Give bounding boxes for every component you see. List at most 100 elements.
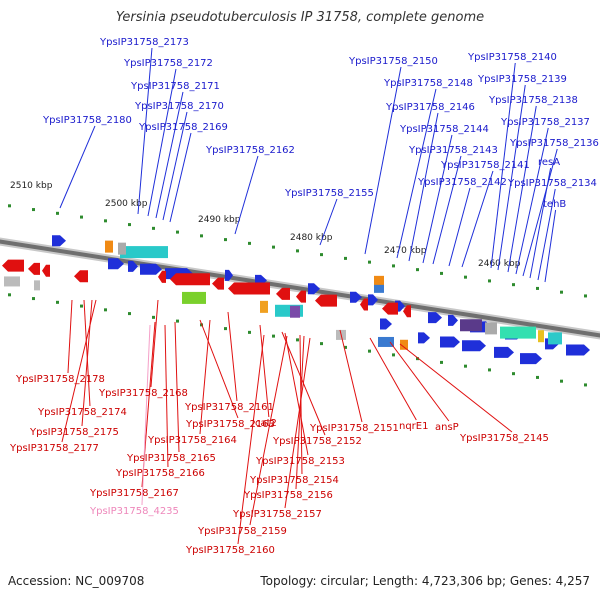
- gene-arrow[interactable]: [2, 259, 24, 272]
- gene-arrow[interactable]: [128, 260, 138, 272]
- gene-label-ypsip31758_2170[interactable]: YpsIP31758_2170: [134, 101, 224, 112]
- gene-label-ypsip31758_2145[interactable]: YpsIP31758_2145: [459, 433, 549, 444]
- scale-tick: [488, 279, 491, 283]
- gene-features[interactable]: [2, 235, 590, 365]
- gene-label-ypsip31758_2174[interactable]: YpsIP31758_2174: [37, 407, 127, 418]
- gene-label-tehb[interactable]: tehB: [543, 199, 566, 210]
- gene-arrow[interactable]: [566, 344, 590, 356]
- gene-label-ypsip31758_2166[interactable]: YpsIP31758_2166: [115, 468, 205, 479]
- gene-arrow[interactable]: [276, 287, 290, 300]
- gene-label-ypsip31758_2157[interactable]: YpsIP31758_2157: [232, 509, 322, 520]
- gene-annotation-box: [105, 240, 113, 253]
- gene-label-ypsip31758_2175[interactable]: YpsIP31758_2175: [29, 427, 119, 438]
- gene-label-ypsip31758_2163[interactable]: YpsIP31758_2163: [185, 419, 275, 430]
- gene-label-ypsip31758_2139[interactable]: YpsIP31758_2139: [477, 74, 567, 85]
- gene-label-ypsip31758_2169[interactable]: YpsIP31758_2169: [138, 122, 228, 133]
- gene-arrow[interactable]: [403, 305, 411, 318]
- gene-label-ypsip31758_2151[interactable]: YpsIP31758_2151: [309, 423, 399, 434]
- gene-label-ypsip31758_2172[interactable]: YpsIP31758_2172: [123, 58, 213, 69]
- gene-label-ypsip31758_2150[interactable]: YpsIP31758_2150: [348, 56, 438, 67]
- gene-arrow[interactable]: [462, 340, 486, 352]
- gene-arrow[interactable]: [28, 262, 40, 275]
- leader-line: [537, 188, 556, 281]
- gene-label-ypsip31758_2152[interactable]: YpsIP31758_2152: [272, 436, 362, 447]
- gene-label-ypsip31758_4235[interactable]: YpsIP31758_4235: [89, 506, 179, 517]
- gene-arrow[interactable]: [350, 291, 362, 303]
- leader-line: [174, 321, 180, 453]
- gene-label-ypsip31758_2154[interactable]: YpsIP31758_2154: [249, 475, 339, 486]
- gene-label-ypsip31758_2146[interactable]: YpsIP31758_2146: [385, 102, 475, 113]
- gene-label-ypsip31758_2140[interactable]: YpsIP31758_2140: [467, 52, 557, 63]
- gene-arrow[interactable]: [228, 282, 270, 295]
- gene-label-ypsip31758_2177[interactable]: YpsIP31758_2177: [9, 443, 99, 454]
- leader-line: [497, 84, 526, 271]
- gene-arrow[interactable]: [74, 270, 88, 283]
- gene-arrow[interactable]: [520, 353, 542, 365]
- gene-arrow[interactable]: [315, 294, 337, 307]
- gene-label-ypsip31758_2136[interactable]: YpsIP31758_2136: [509, 138, 599, 149]
- gene-label-ypsip31758_2134[interactable]: YpsIP31758_2134: [507, 178, 597, 189]
- gene-label-ypsip31758_2161[interactable]: YpsIP31758_2161: [184, 402, 274, 413]
- gene-label-ypsip31758_2164[interactable]: YpsIP31758_2164: [147, 435, 237, 446]
- gene-arrow[interactable]: [158, 270, 166, 283]
- gene-label-ypsip31758_2173[interactable]: YpsIP31758_2173: [99, 37, 189, 48]
- gene-label-ypsip31758_2168[interactable]: YpsIP31758_2168: [98, 388, 188, 399]
- gene-label-ansp[interactable]: ansP: [435, 422, 459, 433]
- gene-label-ypsip31758_2143[interactable]: YpsIP31758_2143: [408, 145, 498, 156]
- gene-arrow[interactable]: [440, 336, 460, 348]
- gene-label-cat2[interactable]: cat2: [255, 418, 277, 429]
- gene-label-ypsip31758_2160[interactable]: YpsIP31758_2160: [185, 545, 275, 556]
- gene-label-ypsip31758_2142[interactable]: YpsIP31758_2142: [417, 177, 507, 188]
- gene-arrow[interactable]: [418, 332, 430, 344]
- gene-arrow[interactable]: [380, 318, 392, 330]
- scale-tick: [296, 249, 299, 253]
- gene-arrow[interactable]: [382, 302, 398, 315]
- gene-arrow[interactable]: [296, 290, 306, 303]
- gene-label-ypsip31758_2159[interactable]: YpsIP31758_2159: [197, 526, 287, 537]
- gene-label-ypsip31758_2165[interactable]: YpsIP31758_2165: [126, 453, 216, 464]
- scale-tick: [104, 308, 107, 312]
- gene-arrow[interactable]: [108, 258, 124, 270]
- scale-tick: [152, 226, 155, 230]
- gene-label-ypsip31758_2144[interactable]: YpsIP31758_2144: [399, 124, 489, 135]
- gene-labels[interactable]: YpsIP31758_2173 YpsIP31758_2172 YpsIP31758…: [9, 37, 599, 556]
- gene-label-ypsip31758_2138[interactable]: YpsIP31758_2138: [488, 95, 578, 106]
- gene-label-ypsip31758_2153[interactable]: YpsIP31758_2153: [255, 456, 345, 467]
- gene-label-ypsip31758_2156[interactable]: YpsIP31758_2156: [243, 490, 333, 501]
- gene-arrow[interactable]: [494, 346, 514, 358]
- scale-tick: [560, 379, 563, 383]
- gene-label-ypsip31758_2180[interactable]: YpsIP31758_2180: [42, 115, 132, 126]
- gene-arrow[interactable]: [428, 312, 442, 324]
- gene-label-ypsip31758_2141[interactable]: YpsIP31758_2141: [440, 160, 530, 171]
- gene-arrow[interactable]: [368, 294, 378, 306]
- gene-label-nqre1[interactable]: nqrE1: [399, 421, 428, 432]
- gene-arrow[interactable]: [448, 314, 458, 326]
- gene-label-ypsip31758_2171[interactable]: YpsIP31758_2171: [130, 81, 220, 92]
- scale-tick: [368, 349, 371, 353]
- gene-arrow[interactable]: [212, 277, 224, 290]
- gene-label-ypsip31758_2148[interactable]: YpsIP31758_2148: [383, 78, 473, 89]
- scale-tick: [248, 241, 251, 245]
- gene-arrow[interactable]: [308, 283, 320, 295]
- scale-tick: [248, 330, 251, 334]
- backbone: [0, 237, 600, 340]
- gene-label-ypsip31758_2178[interactable]: YpsIP31758_2178: [15, 374, 105, 385]
- gene-arrow[interactable]: [170, 273, 210, 286]
- scale-tick: [152, 315, 155, 319]
- gene-arrow[interactable]: [225, 269, 233, 281]
- gene-label-ypsip31758_2155[interactable]: YpsIP31758_2155: [284, 188, 374, 199]
- gene-arrow[interactable]: [360, 298, 368, 311]
- scale-tick: [56, 211, 59, 215]
- gene-arrow[interactable]: [52, 235, 66, 247]
- gene-arrow[interactable]: [140, 263, 162, 275]
- gene-annotation-box: [400, 339, 408, 350]
- leader-line: [155, 91, 184, 219]
- gene-arrow[interactable]: [42, 264, 50, 277]
- gene-label-ypsip31758_2167[interactable]: YpsIP31758_2167: [89, 488, 179, 499]
- leader-line: [408, 112, 439, 262]
- gene-label-ypsip31758_2162[interactable]: YpsIP31758_2162: [205, 145, 295, 156]
- gene-label-resa[interactable]: resA: [538, 157, 560, 168]
- scale-tick: [512, 283, 515, 287]
- gene-label-ypsip31758_2137[interactable]: YpsIP31758_2137: [500, 117, 590, 128]
